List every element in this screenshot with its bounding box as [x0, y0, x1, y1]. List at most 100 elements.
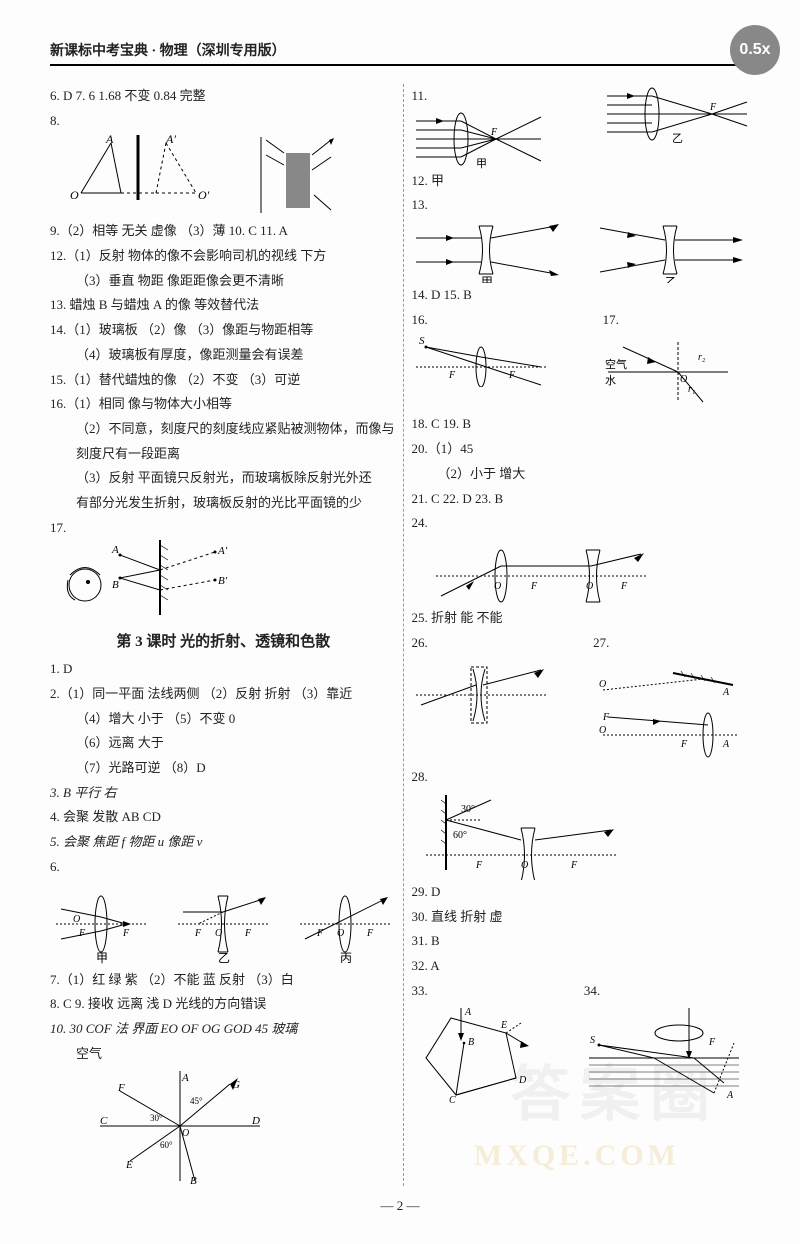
svg-text:O: O [599, 725, 606, 736]
r14: 14. D 15. B [411, 283, 750, 308]
r32: 32. A [411, 954, 750, 979]
svg-text:C: C [100, 1115, 108, 1127]
svg-text:A: A [726, 1090, 734, 1101]
svg-text:O: O [215, 928, 222, 939]
svg-text:B: B [468, 1037, 474, 1048]
svg-text:D: D [518, 1075, 527, 1086]
r24: 24. [411, 511, 750, 536]
svg-text:60°: 60° [160, 1140, 173, 1150]
s-1: 1. D [50, 657, 396, 682]
svg-text:F: F [475, 860, 483, 871]
page-number: — 2 — [50, 1198, 750, 1214]
svg-text:甲: 甲 [96, 951, 108, 964]
svg-text:A: A [111, 544, 119, 556]
fig-6-yi: O F F 乙 [173, 884, 273, 964]
row-11: 11. F [411, 84, 750, 169]
fig-11-yi: F 乙 [602, 84, 750, 144]
fig-10-refraction-angles: A F G C D E B O 30° 45° 60° [90, 1066, 270, 1186]
r28: 28. [411, 765, 750, 790]
s-9b: 空气 [50, 1042, 396, 1067]
row-16-17: 16. S F F 17. [411, 308, 750, 413]
fig-27: O A O F A F [593, 655, 743, 765]
left-column: 6. D 7. 6 1.68 不变 0.84 完整 8. A A′ [50, 84, 396, 1186]
svg-text:空气: 空气 [605, 357, 627, 371]
svg-text:r₁: r₁ [688, 384, 695, 395]
zoom-badge: 0.5x [730, 25, 780, 75]
svg-text:O′: O′ [198, 188, 210, 202]
svg-text:F: F [602, 712, 610, 723]
fig-34: S F A [584, 1003, 744, 1103]
section-3-title: 第 3 课时 光的折射、透镜和色散 [50, 630, 396, 651]
s-6: 6. [50, 855, 396, 880]
svg-text:甲: 甲 [476, 158, 487, 169]
fig-24: O F O F [431, 536, 651, 606]
svg-text:F: F [366, 928, 374, 939]
fig-6-bing: O F F 丙 [295, 884, 395, 964]
svg-text:O: O [586, 581, 593, 592]
svg-text:B: B [190, 1175, 197, 1186]
svg-text:30°: 30° [461, 804, 475, 815]
row-26-27: 26. 27. [411, 631, 750, 766]
s-7: 7.（1）红 绿 紫 （2）不能 蓝 反射 （3）白 [50, 968, 396, 993]
ans-16b: （2）不同意，刻度尺的刻度线应紧贴被测物体，而像与 [50, 417, 396, 442]
svg-text:B′: B′ [218, 575, 228, 587]
fig-33: A B E D C [411, 1003, 541, 1103]
s-2c: （6）远离 大于 [50, 731, 396, 756]
row-13: 甲 乙 [411, 218, 750, 283]
svg-text:A′: A′ [217, 545, 228, 557]
svg-text:30°: 30° [150, 1113, 163, 1123]
r25: 25. 折射 能 不能 [411, 606, 750, 631]
fig-16: S F F [411, 332, 551, 387]
svg-text:F: F [708, 1037, 716, 1048]
fig-11-jia: F 甲 [411, 109, 551, 169]
svg-text:A: A [105, 135, 114, 146]
r11: 11. [411, 88, 427, 103]
svg-text:D: D [251, 1115, 260, 1127]
ans-12b: （3）垂直 物距 像距距像会更不清晰 [50, 269, 396, 294]
page-header: 新课标中考宝典 · 物理（深圳专用版） [50, 40, 750, 66]
svg-text:45°: 45° [190, 1096, 203, 1106]
svg-text:F: F [316, 928, 324, 939]
ans-16: 16.（1）相同 像与物体大小相等 [50, 392, 396, 417]
svg-text:A: A [181, 1072, 189, 1084]
r16: 16. [411, 312, 427, 327]
svg-text:乙: 乙 [218, 951, 230, 964]
ans-6-7: 6. D 7. 6 1.68 不变 0.84 完整 [50, 84, 396, 109]
svg-text:C: C [449, 1095, 456, 1103]
fig-8: A A′ O O′ [66, 135, 396, 215]
svg-text:G: G [232, 1079, 240, 1091]
s-2b: （4）增大 小于 （5）不变 0 [50, 707, 396, 732]
svg-text:O: O [70, 188, 79, 202]
svg-text:水: 水 [605, 374, 616, 387]
svg-text:甲: 甲 [481, 275, 493, 283]
fig-17r: 空气 水 r₂ r₁ O [603, 332, 733, 412]
svg-text:O: O [337, 928, 344, 939]
ans-14: 14.（1）玻璃板 （2）像 （3）像距与物距相等 [50, 318, 396, 343]
r18: 18. C 19. B [411, 412, 750, 437]
content-columns: 6. D 7. 6 1.68 不变 0.84 完整 8. A A′ [50, 84, 750, 1186]
r20: 20.（1）45 [411, 437, 750, 462]
svg-text:O: O [73, 914, 80, 925]
fig-13-yi: 乙 [595, 218, 745, 283]
svg-text:F: F [508, 370, 516, 381]
fig-6-lenses: O F F 甲 O F F [50, 884, 396, 964]
ans-15: 15.（1）替代蜡烛的像 （2）不变 （3）可逆 [50, 368, 396, 393]
ans-16e: 有部分光发生折射，玻璃板反射的光比平面镜的少 [50, 491, 396, 516]
ans-8: 8. [50, 109, 396, 134]
r33: 33. [411, 983, 427, 998]
ans-17: 17. [50, 516, 396, 541]
s-2: 2.（1）同一平面 法线两侧 （2）反射 折射 （3）靠近 [50, 682, 396, 707]
fig-28: 30° 60° F O F [421, 790, 621, 880]
r30: 30. 直线 折射 虚 [411, 905, 750, 930]
svg-text:A′: A′ [165, 135, 176, 146]
ans-16c: 刻度尺有一段距离 [50, 442, 396, 467]
svg-text:F: F [620, 581, 628, 592]
svg-text:F: F [244, 928, 252, 939]
svg-text:E: E [500, 1020, 507, 1031]
svg-text:r₂: r₂ [698, 352, 706, 363]
fig-8-block [256, 135, 336, 215]
fig-17-person-mirror: A B A′ B′ [60, 540, 260, 620]
r20b: （2）小于 增大 [411, 462, 750, 487]
ans-14b: （4）玻璃板有厚度，像距测量会有误差 [50, 343, 396, 368]
svg-text:A: A [722, 739, 730, 750]
